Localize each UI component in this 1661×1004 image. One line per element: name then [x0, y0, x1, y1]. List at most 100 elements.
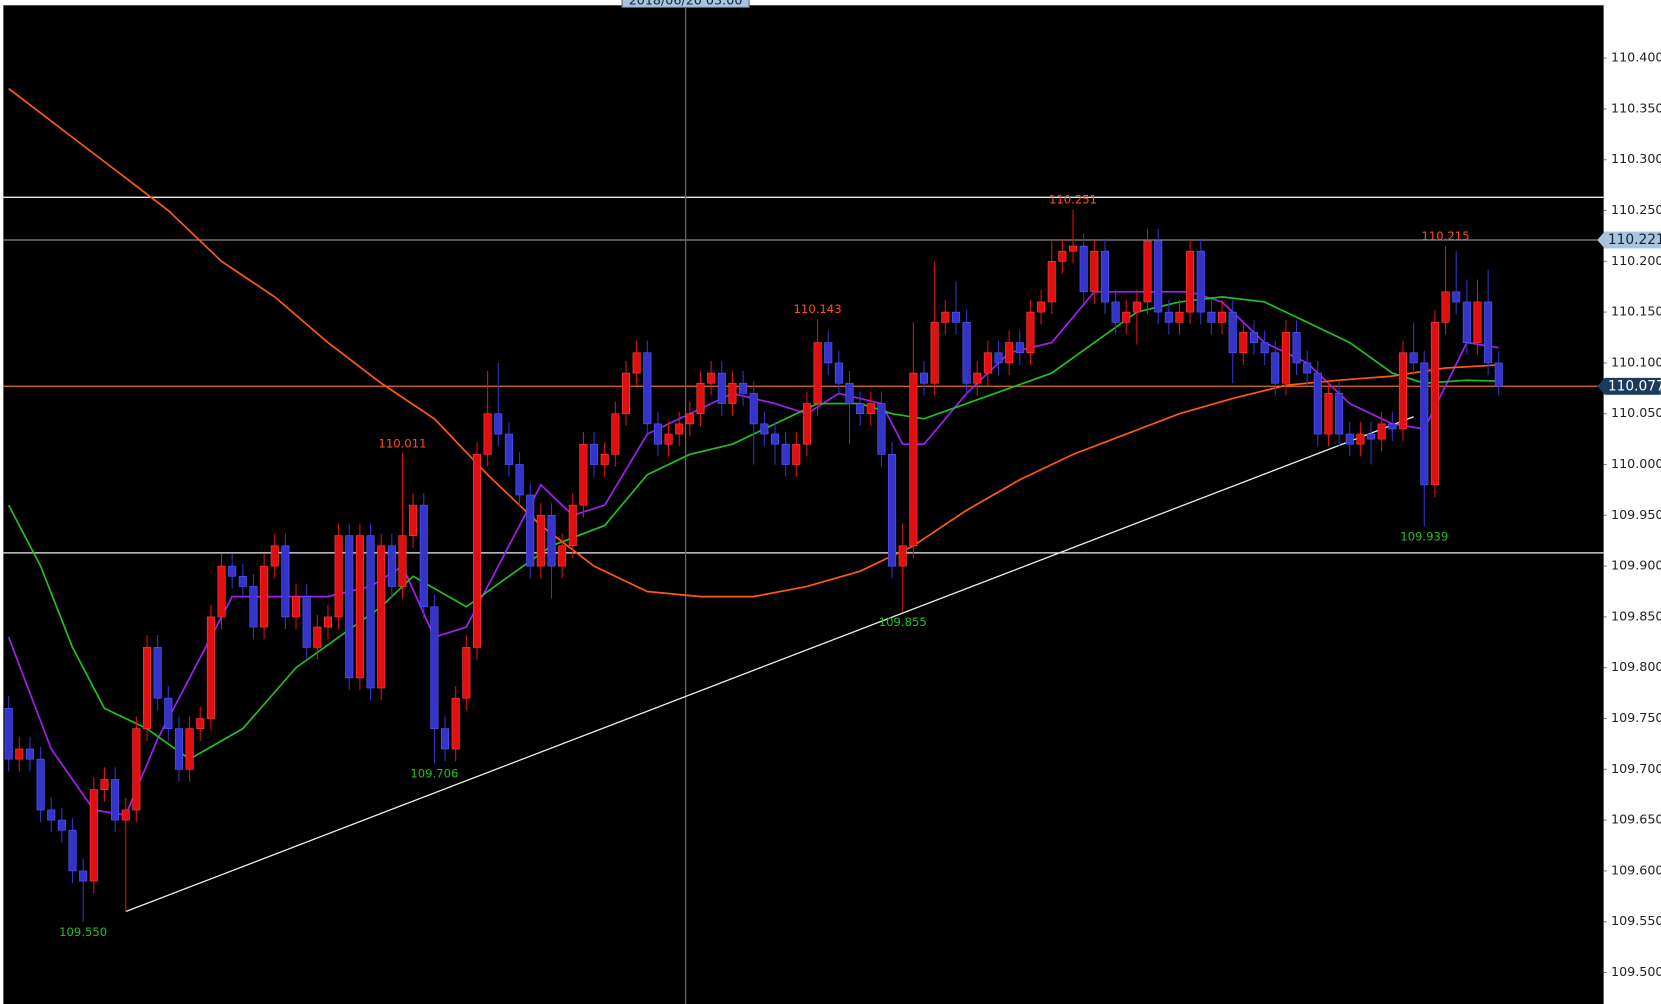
plot	[3, 5, 1604, 1004]
candle-body	[994, 352, 1003, 364]
candle-body	[515, 464, 524, 496]
candle-body	[68, 829, 77, 872]
candle-body	[15, 748, 24, 760]
candle-body	[419, 504, 428, 608]
candle-body	[834, 362, 843, 384]
price-tag-label: 110.221	[1608, 232, 1661, 248]
candle-body	[430, 606, 439, 729]
candle-body	[100, 779, 109, 790]
candle-body	[877, 403, 886, 455]
candle-body	[983, 352, 992, 374]
candle-body	[494, 413, 503, 435]
candle-body	[696, 382, 705, 415]
candle-body	[685, 413, 694, 425]
candle-body	[973, 372, 982, 384]
extreme-label: 109.706	[410, 766, 458, 780]
candle-body	[1154, 240, 1163, 313]
candle-body	[132, 728, 141, 811]
candle-body	[1388, 423, 1397, 430]
candle-body	[1420, 362, 1429, 486]
extreme-label: 109.855	[879, 615, 927, 629]
candle-body	[313, 626, 322, 648]
candle-body	[1069, 245, 1078, 252]
candle-body	[739, 382, 748, 394]
y-tick-label: 109.950	[1611, 507, 1661, 522]
candle-body	[217, 565, 226, 618]
candle-body	[366, 535, 375, 689]
candle-body	[1005, 342, 1014, 364]
moving-average	[8, 87, 1499, 598]
candle-body	[1324, 393, 1333, 435]
candle-body	[249, 586, 258, 628]
candle-body	[1186, 250, 1195, 313]
date-label-box	[621, 0, 750, 8]
candle-body	[1377, 423, 1386, 440]
candle-body	[898, 545, 907, 567]
y-tick-label: 109.500	[1611, 964, 1661, 979]
candle-body	[653, 423, 662, 445]
candle-body	[36, 758, 45, 811]
y-tick-label: 110.400	[1611, 50, 1661, 65]
candle-body	[302, 596, 311, 648]
y-tick-label: 109.550	[1611, 913, 1661, 928]
candle-body	[355, 535, 364, 679]
candle-body	[89, 789, 98, 882]
candle-body	[536, 514, 545, 567]
candle-body	[824, 342, 833, 364]
candle-body	[1473, 301, 1482, 343]
candle-body	[472, 454, 482, 648]
price-tag	[1597, 231, 1661, 249]
candle-body	[919, 372, 929, 384]
candle-body	[856, 403, 865, 415]
y-tick-label: 109.600	[1611, 862, 1661, 877]
candle-body	[1122, 311, 1131, 323]
candle-body	[1218, 311, 1227, 323]
y-tick-label: 110.350	[1611, 100, 1661, 115]
candle-body	[643, 352, 652, 425]
candle-body	[1037, 301, 1046, 313]
y-tick-label: 110.100	[1611, 354, 1661, 369]
candle-body	[760, 423, 769, 435]
candle-body	[590, 443, 599, 465]
candle-body	[962, 321, 971, 384]
candle-body	[1335, 393, 1344, 435]
candle-body	[1462, 301, 1471, 343]
y-tick-label: 110.050	[1611, 405, 1661, 420]
candle-body	[951, 311, 960, 323]
candle-body	[941, 311, 950, 323]
candle-body	[728, 382, 737, 404]
candle-body	[781, 443, 790, 465]
y-tick-label: 110.000	[1611, 456, 1661, 471]
candle-body	[749, 393, 758, 425]
candle-body	[228, 565, 237, 577]
candle-body	[377, 545, 386, 689]
plot-area	[3, 5, 1604, 1004]
candle-body	[1281, 332, 1290, 384]
candle-body	[1100, 250, 1109, 303]
candle-body	[281, 545, 290, 618]
candle-body	[813, 342, 822, 404]
candle-body	[707, 372, 716, 384]
y-tick-label: 109.700	[1611, 761, 1661, 776]
candle-body	[1345, 433, 1354, 445]
candle-body	[398, 535, 407, 587]
y-tick-label: 109.650	[1611, 812, 1661, 827]
candle-body	[611, 413, 620, 455]
y-tick-label: 110.200	[1611, 253, 1661, 268]
candle-body	[1441, 291, 1450, 323]
candle-body	[909, 372, 918, 547]
candle-body	[547, 514, 556, 567]
extreme-label: 110.143	[794, 302, 842, 316]
candle-body	[451, 697, 460, 750]
candle-body	[462, 647, 471, 699]
candle-body	[1090, 250, 1099, 293]
candle-body	[164, 697, 173, 729]
candle-body	[334, 535, 343, 618]
candle-body	[1398, 352, 1408, 430]
candle-body	[526, 494, 535, 567]
candle-body	[345, 535, 354, 679]
candle-body	[270, 545, 279, 567]
candle-body	[600, 454, 609, 465]
candle-body	[930, 321, 939, 384]
